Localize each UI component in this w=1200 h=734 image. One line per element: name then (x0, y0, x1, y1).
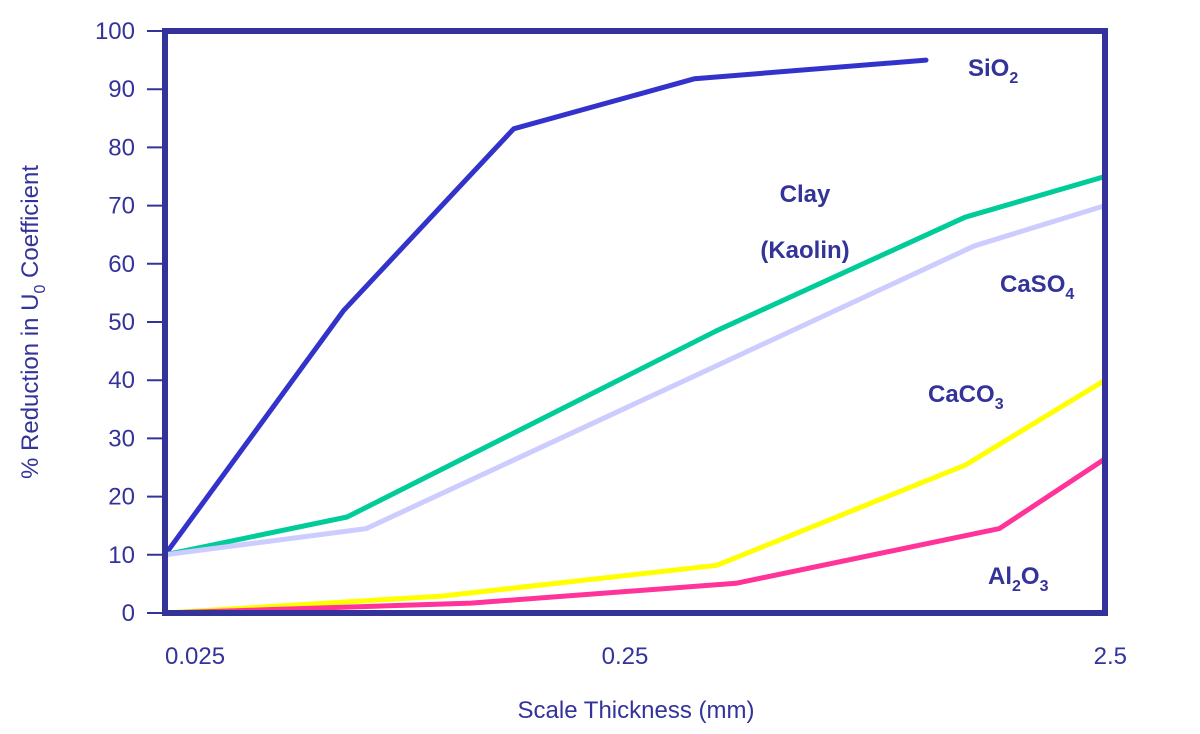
x-tick-label: 0.025 (165, 643, 225, 670)
y-axis-ticks: 0 10 20 30 40 50 60 70 80 90 100 (95, 18, 165, 627)
series-line-caco3 (162, 377, 1108, 616)
series-label-sio2: SiO2 (968, 55, 1018, 87)
x-axis-ticks: 0.025 0.25 2.5 (165, 643, 1127, 670)
y-tick-label: 60 (108, 251, 135, 278)
y-tick-label: 10 (108, 542, 135, 569)
series-line-clay-kaolin (162, 174, 1108, 558)
series-line-al2o3 (162, 456, 1108, 616)
y-tick-label: 70 (108, 193, 135, 220)
plot-frame (162, 28, 1108, 616)
y-tick-label: 90 (108, 76, 135, 103)
y-axis-title: % Reduction in U0 Coefficient (17, 165, 49, 479)
series-label-caso4: CaSO4 (1000, 271, 1074, 303)
series-label-caco3: CaCO3 (928, 381, 1004, 413)
series-label-line2: (Kaolin) (760, 237, 849, 264)
x-tick-label: 2.5 (1094, 643, 1127, 670)
series-line-caso4 (162, 203, 1108, 558)
y-tick-label: 50 (108, 309, 135, 336)
series-line-sio2 (162, 57, 929, 558)
y-tick-label: 100 (95, 18, 135, 45)
series-label-al2o3: Al2O3 (988, 563, 1049, 595)
series-lines (162, 57, 1108, 616)
series-label-clay-kaolin: Clay (780, 181, 831, 208)
x-tick-label: 0.25 (602, 643, 649, 670)
y-tick-label: 20 (108, 484, 135, 511)
x-axis-title: Scale Thickness (mm) (518, 697, 755, 724)
y-tick-label: 0 (122, 600, 135, 627)
y-tick-label: 80 (108, 134, 135, 161)
y-tick-label: 30 (108, 425, 135, 452)
series-labels: SiO2 Clay (Kaolin) CaSO4 CaCO3 Al2O3 (760, 55, 1074, 595)
y-tick-label: 40 (108, 367, 135, 394)
